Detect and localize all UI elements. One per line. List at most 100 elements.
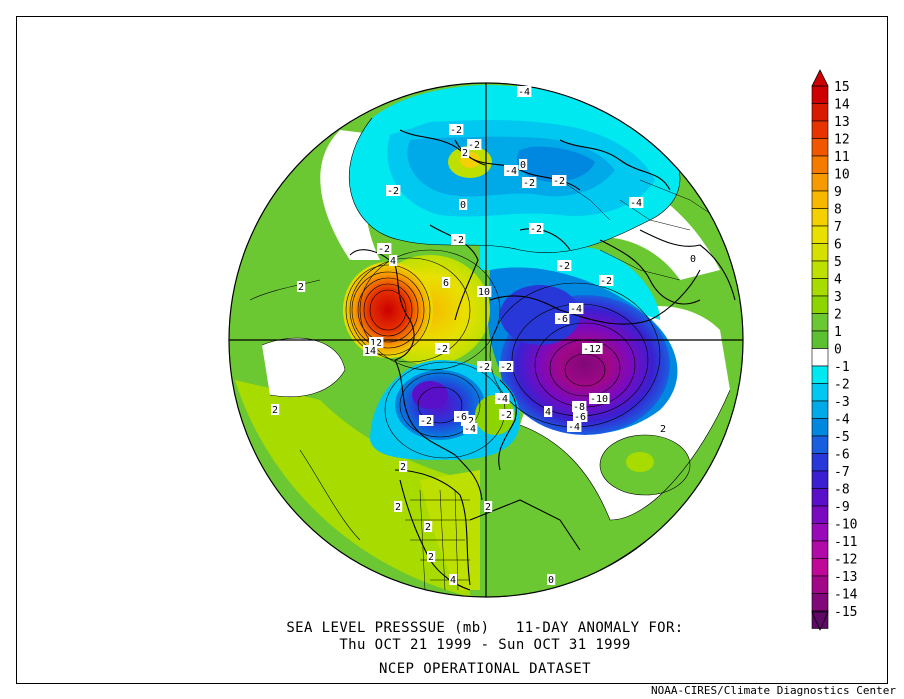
contour-label: 2: [660, 424, 666, 435]
contour-label-bg: [495, 393, 510, 404]
contour-label: 2: [425, 522, 431, 533]
colorbar-swatch: [811, 488, 829, 507]
contour-label: -4: [496, 394, 508, 405]
colorbar-swatch: [811, 330, 829, 349]
contour-label-bg: [522, 177, 537, 188]
contour-label-bg: [569, 303, 584, 314]
colorbar-swatch: [811, 558, 829, 577]
colorbar-tick-label: 11: [834, 150, 850, 165]
colorbar-swatch: [811, 208, 829, 227]
colorbar-tick-label: -5: [834, 430, 850, 445]
contour-label-bg: [389, 255, 398, 266]
contour-label: 2: [298, 282, 304, 293]
contour-label-bg: [544, 406, 553, 417]
contour-label: 2: [462, 148, 468, 159]
contour-label-bg: [435, 343, 450, 354]
contour-label: 4: [450, 575, 456, 586]
colorbar-swatch: [811, 138, 829, 157]
plot-frame: [16, 16, 888, 684]
contour-label: 0: [548, 575, 554, 586]
colorbar-tick-label: 13: [834, 115, 850, 130]
contour-label-bg: [419, 415, 434, 426]
contour-label-bg: [442, 277, 451, 288]
colorbar-swatch: [811, 260, 829, 279]
colorbar-tick-label: -4: [834, 413, 850, 428]
colorbar-swatch: [811, 243, 829, 262]
contour-label: -2: [553, 176, 565, 187]
contour-label: -4: [568, 422, 580, 433]
contour-label-bg: [477, 361, 492, 372]
contour-label: -2: [378, 244, 390, 255]
contour-label-bg: [461, 147, 470, 158]
contour-label: -2: [452, 235, 464, 246]
credit-label: NOAA-CIRES/Climate Diagnostics Center: [650, 684, 896, 697]
colorbar-tick-label: -7: [834, 465, 850, 480]
colorbar-swatch: [811, 540, 829, 559]
colorbar-tick-label: -15: [834, 605, 857, 620]
contour-label: 2: [400, 462, 406, 473]
contour-label: -4: [630, 198, 642, 209]
contour-label: -2: [450, 125, 462, 136]
contour-label-bg: [567, 421, 582, 432]
title-line-1: SEA LEVEL PRESSSUE (mb) 11-DAY ANOMALY F…: [286, 620, 684, 636]
colorbar-swatch: [811, 190, 829, 209]
contour-label-bg: [529, 223, 544, 234]
colorbar-swatch: [811, 470, 829, 489]
contour-label: -6: [556, 314, 568, 325]
contour-label: -2: [558, 261, 570, 272]
colorbar-swatch: [811, 418, 829, 437]
contour-label-bg: [427, 551, 436, 562]
colorbar-tick-label: -11: [834, 535, 857, 550]
colorbar-swatch: [811, 575, 829, 594]
contour-label: -6: [455, 412, 467, 423]
contour-labels: -4-2-2-4-2-2-2-2-2-2-4-2246101214-22-2-2…: [271, 86, 698, 586]
contour-label-bg: [451, 234, 466, 245]
colorbar-swatch: [811, 348, 829, 367]
contour-label: -4: [464, 424, 476, 435]
contour-label: -4: [505, 166, 517, 177]
contour-label: -2: [420, 416, 432, 427]
colorbar-swatch: [811, 225, 829, 244]
colorbar-swatch: [811, 593, 829, 612]
contour-label: -6: [574, 412, 586, 423]
colorbar-tick-label: -13: [834, 570, 857, 585]
colorbar-swatch: [811, 313, 829, 332]
contour-label: -2: [500, 410, 512, 421]
contour-label: 2: [395, 502, 401, 513]
colorbar-tick-label: 0: [834, 343, 842, 358]
contour-label-bg: [557, 260, 572, 271]
colorbar-tick-label: 2: [834, 308, 842, 323]
colorbar-swatch: [811, 155, 829, 174]
contour-label: 2: [485, 502, 491, 513]
colorbar-swatch: [811, 383, 829, 402]
colorbar-swatch: [811, 435, 829, 454]
colorbar-tick-label: 4: [834, 273, 842, 288]
contour-label-bg: [547, 574, 556, 585]
colorbar-tick-label: 10: [834, 168, 850, 183]
contour-label-bg: [369, 337, 384, 348]
colorbar-tick-label: -1: [834, 360, 850, 375]
dataset-label: NCEP OPERATIONAL DATASET: [379, 661, 591, 677]
colorbar-tick-label: 8: [834, 203, 842, 218]
contour-label-bg: [572, 401, 587, 412]
contour-label-bg: [552, 175, 567, 186]
contour-label: -4: [570, 304, 582, 315]
contour-label-bg: [399, 461, 408, 472]
contour-label: 14: [364, 346, 376, 357]
contour-label-bg: [555, 313, 570, 324]
contour-label-bg: [459, 199, 468, 210]
contour-label-bg: [449, 124, 464, 135]
contour-label: -2: [523, 178, 535, 189]
colorbar-tick-label: 3: [834, 290, 842, 305]
title-line-2: Thu OCT 21 1999 - Sun OCT 31 1999: [339, 637, 631, 653]
contour-label-bg: [573, 411, 588, 422]
contour-label-bg: [499, 361, 514, 372]
contour-label: 2: [428, 552, 434, 563]
colorbar-tick-label: -2: [834, 378, 850, 393]
contour-label-bg: [424, 521, 433, 532]
contour-label-bg: [599, 275, 614, 286]
contour-label-bg: [271, 404, 280, 415]
colorbar-tick-label: 15: [834, 80, 850, 95]
